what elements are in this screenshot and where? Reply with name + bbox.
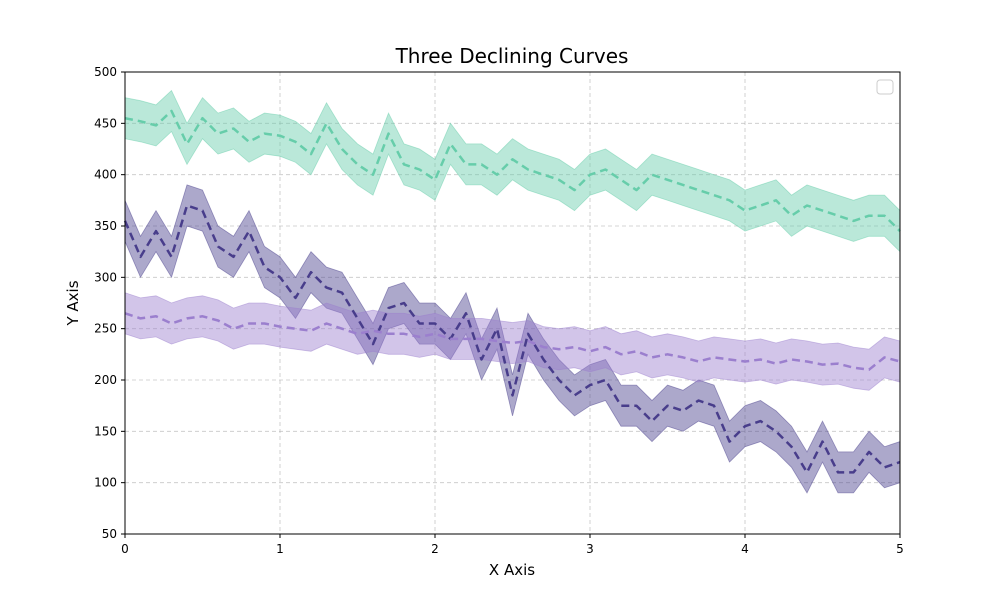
series-lines <box>123 109 901 474</box>
y-tick-label: 300 <box>94 270 117 284</box>
y-tick-label: 450 <box>94 116 117 130</box>
series-1-line <box>124 109 901 232</box>
y-tick-label: 100 <box>94 476 117 490</box>
y-tick-label: 50 <box>102 527 117 541</box>
y-tick-label: 200 <box>94 373 117 387</box>
x-tick-label: 1 <box>276 542 284 556</box>
y-tick-label: 250 <box>94 322 117 336</box>
confidence-bands <box>124 89 901 494</box>
series-2-line <box>123 204 901 474</box>
y-tick-label: 150 <box>94 424 117 438</box>
chart-title: Three Declining Curves <box>395 44 629 68</box>
y-tick-label: 350 <box>94 219 117 233</box>
x-tick-label: 0 <box>121 542 129 556</box>
axis-ticks: 0 1 2 3 4 5 50 100 150 200 250 300 350 400 450 500 <box>94 65 904 556</box>
x-tick-label: 2 <box>431 542 439 556</box>
y-axis-title: Y Axis <box>64 280 82 326</box>
y-tick-label: 500 <box>94 65 117 79</box>
legend-box <box>876 79 894 95</box>
x-tick-label: 5 <box>896 542 904 556</box>
y-tick-label: 400 <box>94 168 117 182</box>
x-tick-label: 4 <box>741 542 749 556</box>
plot-area-frame <box>124 71 901 535</box>
series-3-line <box>124 312 901 371</box>
x-axis-title: X Axis <box>489 561 535 579</box>
x-tick-label: 3 <box>586 542 594 556</box>
